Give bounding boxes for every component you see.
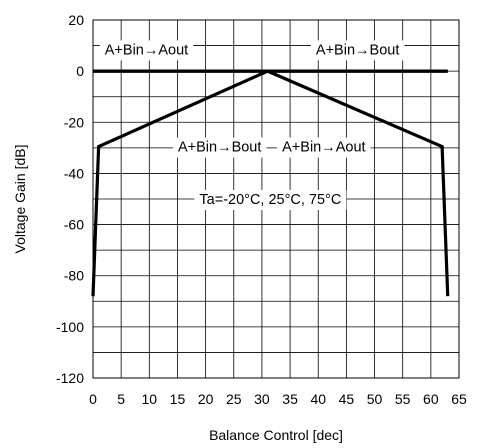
y-axis-title: Voltage Gain [dB]: [12, 145, 28, 254]
y-tick-label: -100: [56, 319, 84, 335]
y-tick-label: -120: [56, 370, 84, 386]
x-tick-label: 60: [423, 391, 439, 407]
series-line: [266, 69, 450, 297]
y-tick-label: 20: [68, 12, 84, 28]
annotation-label: Ta=-20°C, 25°C, 75°C: [199, 192, 341, 208]
plot-frame: [92, 19, 460, 379]
series-lines: [91, 69, 450, 297]
x-tick-label: 45: [339, 391, 355, 407]
annotation-bg: [277, 137, 371, 158]
annotation-bg: [310, 40, 405, 61]
annotation-bg: [99, 40, 194, 61]
grid: [93, 20, 459, 378]
y-tick-label: 0: [76, 63, 84, 79]
x-tick-label: 15: [170, 391, 186, 407]
x-tick-label: 50: [367, 391, 383, 407]
annotation-label: A+Bin→Bout: [178, 140, 261, 156]
y-tick-label: -60: [64, 217, 84, 233]
x-tick-label: 65: [451, 391, 467, 407]
x-tick-label: 30: [254, 391, 270, 407]
annotation-label: A+Bin→Aout: [282, 140, 365, 156]
annotation-label: A+Bin→Aout: [105, 42, 188, 58]
series-line: [91, 69, 269, 297]
y-tick-label: -40: [64, 165, 84, 181]
x-tick-label: 20: [198, 391, 214, 407]
x-tick-label: 0: [89, 391, 97, 407]
y-tick-label: -20: [64, 114, 84, 130]
annotation-label: A+Bin→Bout: [316, 42, 399, 58]
x-tick-label: 5: [117, 391, 125, 407]
annotations: A+Bin→Aout A+Bin→Bout A+Bin→Bout A+Bin→Aout…: [99, 40, 405, 210]
x-tick-label: 35: [282, 391, 298, 407]
x-axis-title: Balance Control [dec]: [209, 427, 343, 443]
x-tick-label: 55: [395, 391, 411, 407]
x-tick-label: 25: [226, 391, 242, 407]
x-tick-label: 10: [142, 391, 158, 407]
tick-labels: 0 5 10 15 20 25 30 35 40 45 50 55 60 65 20 0 -20 -40 -60 -8…: [56, 12, 467, 407]
annotation-bg: [194, 190, 347, 210]
y-tick-label: -80: [64, 268, 84, 284]
x-tick-label: 40: [310, 391, 326, 407]
annotation-bg: [172, 137, 267, 158]
